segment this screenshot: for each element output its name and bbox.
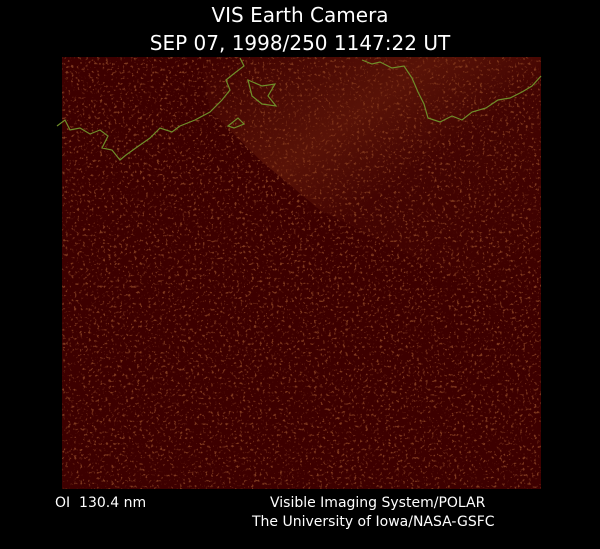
image-timestamp: SEP 07, 1998/250 1147:22 UT — [150, 31, 451, 55]
coastline — [361, 59, 542, 123]
camera-image — [56, 57, 542, 489]
image-title: VIS Earth Camera — [211, 3, 388, 27]
coastline — [56, 57, 278, 161]
instrument: Visible Imaging System/POLAR — [270, 495, 486, 511]
credit: The University of Iowa/NASA-GSFC — [251, 514, 495, 530]
filter-band: OI 130.4 nm — [55, 495, 146, 511]
